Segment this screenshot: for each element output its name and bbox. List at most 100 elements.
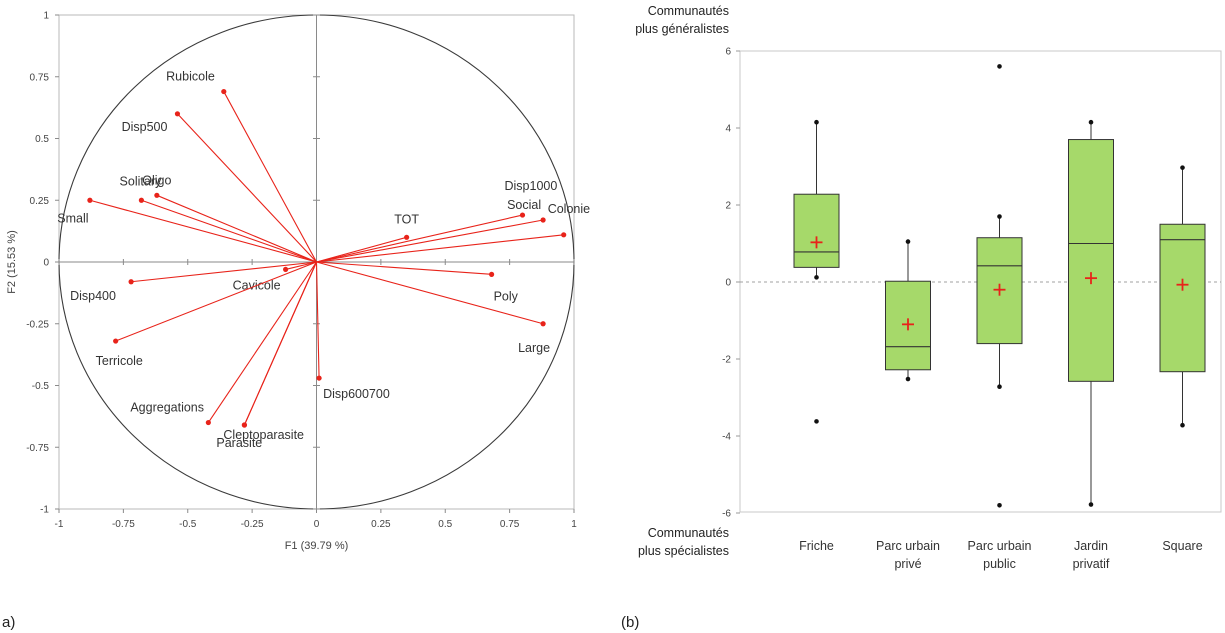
box-group: Friche	[793, 119, 840, 553]
vector-label: Poly	[494, 289, 519, 303]
vector-line	[177, 113, 317, 263]
pca-y-tick-label: 0.75	[30, 72, 50, 83]
iqr-box	[1159, 223, 1206, 373]
vector-line	[141, 199, 317, 263]
vector-line	[207, 261, 317, 423]
vector-label: Disp600700	[323, 387, 390, 401]
whisker-min-point	[814, 275, 819, 280]
pca-x-tick-label: -1	[55, 519, 64, 530]
box-y-tick-label: -6	[722, 509, 731, 520]
pca-x-axis-label: F1 (39.79 %)	[285, 540, 349, 552]
vector-line	[89, 199, 317, 263]
box-y-tick-label: 2	[725, 201, 731, 212]
vector-line	[316, 219, 544, 263]
whisker-max-point	[1180, 165, 1185, 170]
box-y-tick-label: -2	[722, 355, 731, 366]
vector-line	[316, 261, 544, 325]
pca-correlation-circle: -1 -0.75 -0.5 -0.25 0 0.25 0.5 0.75 1 -1 -0.75 -0.…	[6, 11, 590, 553]
whisker-min-point	[997, 384, 1002, 390]
vector-label: Parasite	[216, 436, 262, 450]
pca-vector-terricole: Terricole	[96, 261, 317, 368]
vector-label: Small	[57, 211, 88, 225]
vector-line	[156, 194, 317, 263]
pca-vector-oligo: Oligo	[142, 173, 317, 263]
pca-y-axis-label: F2 (15.53 %)	[6, 230, 18, 294]
box-y-tick-label: 6	[725, 47, 731, 58]
pca-y-tick-label: -0.25	[26, 319, 49, 330]
pca-vector-solitary: Solitary	[120, 174, 317, 263]
category-label: Parc urbain	[968, 539, 1032, 553]
vector-label: Social	[507, 198, 541, 212]
box-y-tick-label: 0	[725, 278, 731, 289]
outlier-point	[814, 419, 819, 424]
pca-vector-small: Small	[57, 197, 317, 263]
vector-point	[128, 279, 134, 285]
box-y-tick-label: -4	[722, 432, 731, 443]
bottom-note-line-1: Communautés	[648, 526, 729, 540]
vector-label: Disp1000	[505, 179, 558, 193]
vector-line	[115, 261, 317, 342]
whisker-min-point	[905, 376, 911, 382]
box-group: Parc urbain privé	[876, 239, 940, 571]
pca-vector-colonie: Colonie	[316, 202, 590, 263]
vector-label: TOT	[394, 212, 419, 226]
pca-x-tick-label: 0.75	[500, 519, 520, 530]
vector-label: Terricole	[96, 354, 143, 368]
boxplot-y-tick-labels: -6 -4 -2 0 2 4 6	[722, 47, 740, 520]
pca-x-tick-label: -0.5	[179, 519, 197, 530]
vector-label: Cleptoparasite	[223, 428, 304, 442]
vector-point	[519, 212, 526, 218]
category-label: Jardin	[1074, 539, 1108, 553]
boxplot-groups: Friche Parc urbain privé Parc urbain public J…	[793, 64, 1206, 571]
vector-line	[316, 214, 523, 263]
vector-line	[131, 261, 317, 283]
vector-label: Colonie	[548, 202, 590, 216]
vector-label: Large	[518, 341, 550, 355]
vector-line	[243, 261, 318, 426]
vector-line	[316, 261, 492, 275]
box-group: Square	[1159, 165, 1206, 553]
vector-point	[154, 192, 160, 198]
box-group: Jardin privatif	[1068, 119, 1114, 571]
vector-line	[285, 261, 317, 270]
vector-point	[540, 321, 546, 327]
pca-vector-large: Large	[316, 261, 550, 355]
category-label: privé	[894, 557, 921, 571]
whisker-max-point	[814, 119, 819, 125]
vector-point	[113, 338, 119, 344]
vector-line	[315, 261, 320, 379]
vector-point	[205, 419, 211, 426]
vector-label: Disp500	[122, 120, 168, 134]
pca-x-tick-label: -0.25	[241, 519, 264, 530]
box-group: Parc urbain public	[968, 64, 1032, 571]
vector-point	[241, 422, 247, 428]
whisker-min-point	[1180, 422, 1185, 428]
vector-point	[138, 197, 144, 203]
panel-b-label: (b)	[621, 614, 639, 631]
vector-point	[561, 232, 567, 238]
vector-point	[283, 266, 289, 273]
pca-vector-rubicole: Rubicole	[166, 70, 317, 263]
vector-point	[489, 271, 495, 277]
top-note-line-1: Communautés	[648, 4, 729, 18]
iqr-box	[1068, 139, 1114, 382]
pca-y-tick-label: -0.75	[26, 443, 49, 454]
pca-y-tick-label: -1	[40, 505, 49, 516]
vector-label: Rubicole	[166, 70, 215, 84]
pca-y-tick-labels: -1 -0.75 -0.5 -0.25 0 0.25 0.5 0.75 1	[26, 11, 320, 516]
vector-line	[316, 234, 564, 263]
category-label: Friche	[799, 539, 834, 553]
pca-y-tick-label: -0.5	[32, 381, 50, 392]
top-note-line-2: plus généralistes	[635, 22, 729, 36]
vector-point	[174, 111, 181, 117]
outlier-point	[997, 64, 1002, 69]
vector-line	[316, 236, 407, 263]
panel-a-label: a)	[2, 614, 15, 631]
category-label: Square	[1162, 539, 1202, 553]
pca-x-tick-label: -0.75	[112, 519, 135, 530]
box-y-tick-label: 4	[725, 124, 731, 135]
pca-vector-disp1000: Disp1000	[316, 179, 558, 263]
whisker-min-point	[1088, 502, 1094, 507]
